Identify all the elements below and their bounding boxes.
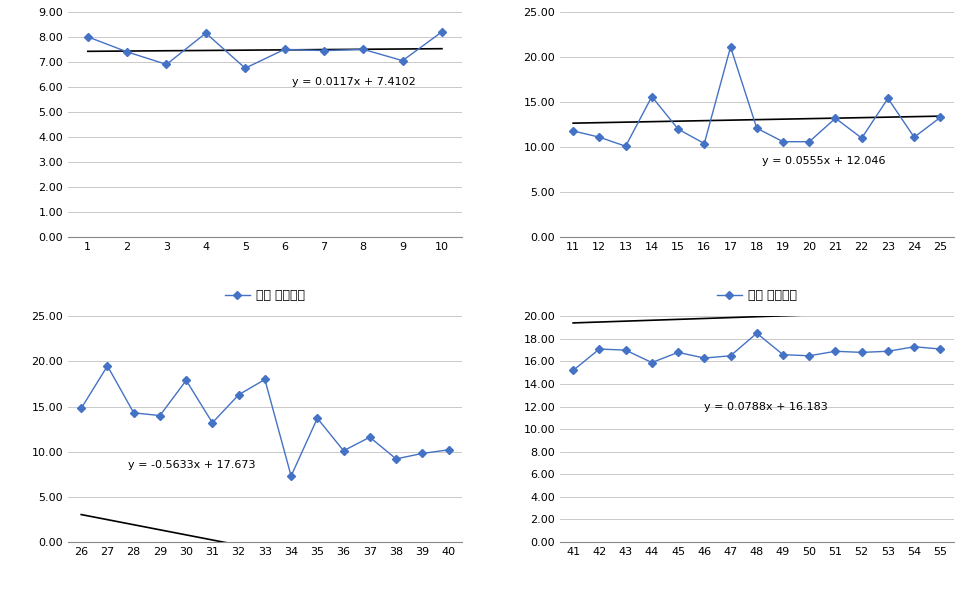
평균 이동속도: [883, 95, 894, 102]
평균 이동속도: [75, 405, 87, 412]
Line: 평균 이동속도: 평균 이동속도: [570, 330, 943, 373]
평균 이동속도: [161, 61, 172, 68]
평균 이동속도: [200, 29, 212, 37]
평균 이동속도: [443, 446, 454, 454]
Line: 평균 이동속도: 평균 이동속도: [79, 363, 451, 479]
평균 이동속도: [82, 34, 93, 41]
평균 이동속도: [567, 367, 579, 374]
Text: y = -0.5633x + 17.673: y = -0.5633x + 17.673: [128, 460, 256, 470]
평균 이동속도: [751, 125, 763, 132]
평균 이동속도: [101, 362, 113, 369]
평균 이동속도: [285, 472, 297, 479]
평균 이동속도: [804, 352, 815, 359]
평균 이동속도: [777, 351, 789, 358]
Text: y = 0.0117x + 7.4102: y = 0.0117x + 7.4102: [293, 77, 416, 87]
평균 이동속도: [935, 114, 947, 121]
평균 이동속도: [311, 415, 323, 422]
평균 이동속도: [620, 346, 631, 353]
평균 이동속도: [318, 47, 330, 54]
Text: y = 0.0788x + 16.183: y = 0.0788x + 16.183: [704, 402, 828, 412]
평균 이동속도: [856, 134, 868, 141]
평균 이동속도: [856, 349, 868, 356]
평균 이동속도: [804, 138, 815, 145]
평균 이동속도: [699, 355, 710, 362]
평균 이동속도: [935, 346, 947, 353]
평균 이동속도: [777, 138, 789, 145]
평균 이동속도: [416, 450, 428, 457]
평균 이동속도: [122, 48, 133, 55]
평균 이동속도: [259, 376, 270, 383]
평균 이동속도: [646, 93, 658, 100]
평균 이동속도: [364, 434, 376, 441]
평균 이동속도: [233, 391, 244, 398]
평균 이동속도: [699, 140, 710, 147]
평균 이동속도: [127, 409, 139, 416]
평균 이동속도: [594, 346, 605, 353]
평균 이동속도: [751, 330, 763, 337]
평균 이동속도: [206, 419, 218, 426]
Line: 평균 이동속도: 평균 이동속도: [85, 29, 445, 71]
평균 이동속도: [278, 46, 290, 53]
Line: 평균 이동속도: 평균 이동속도: [570, 44, 943, 149]
평균 이동속도: [725, 44, 737, 51]
평균 이동속도: [567, 127, 579, 134]
평균 이동속도: [436, 28, 448, 35]
평균 이동속도: [672, 349, 684, 356]
평균 이동속도: [180, 377, 192, 384]
Legend: 평균 이동속도: 평균 이동속도: [711, 284, 802, 307]
평균 이동속도: [646, 359, 658, 366]
평균 이동속도: [909, 343, 920, 350]
평균 이동속도: [830, 115, 842, 122]
평균 이동속도: [909, 134, 920, 141]
평균 이동속도: [239, 65, 251, 72]
Legend: 평균 이동속도: 평균 이동속도: [220, 284, 310, 307]
Text: y = 0.0555x + 12.046: y = 0.0555x + 12.046: [762, 155, 885, 166]
평균 이동속도: [357, 46, 369, 53]
평균 이동속도: [338, 447, 349, 454]
평균 이동속도: [620, 143, 631, 150]
평균 이동속도: [672, 125, 684, 133]
평균 이동속도: [830, 348, 842, 355]
평균 이동속도: [397, 57, 409, 64]
평균 이동속도: [883, 348, 894, 355]
평균 이동속도: [390, 455, 402, 462]
평균 이동속도: [725, 352, 737, 359]
평균 이동속도: [154, 412, 165, 419]
평균 이동속도: [594, 134, 605, 141]
